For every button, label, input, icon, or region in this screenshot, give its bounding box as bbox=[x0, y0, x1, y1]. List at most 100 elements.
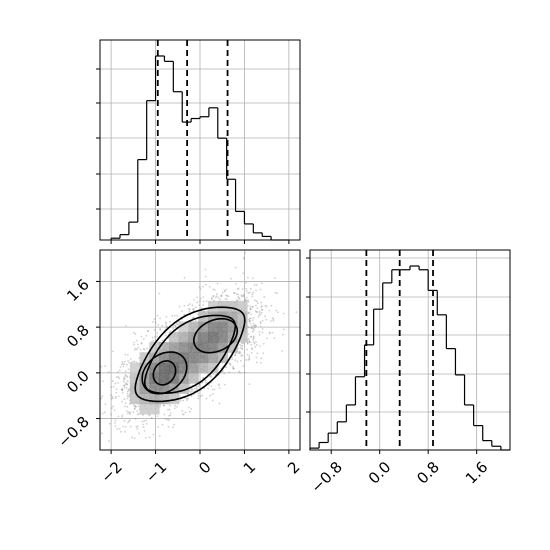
scatter-point bbox=[134, 347, 137, 350]
scatter-point bbox=[195, 387, 198, 390]
scatter-point bbox=[220, 294, 223, 297]
density-cell bbox=[178, 321, 189, 333]
scatter-point bbox=[247, 299, 249, 301]
scatter-point bbox=[225, 366, 227, 369]
scatter-point bbox=[124, 325, 127, 327]
scatter-point bbox=[191, 304, 194, 307]
density-cell bbox=[149, 342, 160, 353]
scatter-point bbox=[243, 293, 245, 296]
scatter-point bbox=[254, 310, 257, 312]
scatter-point bbox=[217, 383, 220, 386]
scatter-point bbox=[253, 324, 256, 327]
scatter-point bbox=[240, 295, 243, 298]
x-tick-label: 1 bbox=[240, 458, 259, 477]
scatter-point bbox=[136, 413, 139, 416]
scatter-point bbox=[172, 426, 174, 429]
scatter-point bbox=[251, 306, 254, 308]
scatter-point bbox=[268, 309, 271, 312]
scatter-point bbox=[272, 320, 275, 322]
scatter-point bbox=[142, 347, 145, 350]
scatter-point bbox=[119, 366, 122, 368]
scatter-point bbox=[196, 388, 199, 391]
scatter-point bbox=[172, 328, 175, 330]
scatter-point bbox=[252, 341, 255, 344]
scatter-point bbox=[259, 313, 262, 316]
scatter-point bbox=[156, 314, 159, 317]
scatter-point bbox=[202, 300, 205, 303]
scatter-point bbox=[210, 297, 213, 299]
scatter-point bbox=[216, 282, 219, 285]
scatter-point bbox=[126, 363, 128, 366]
scatter-point bbox=[123, 378, 125, 381]
scatter-point bbox=[255, 300, 258, 303]
scatter-point bbox=[251, 330, 254, 333]
scatter-point bbox=[111, 397, 114, 400]
scatter-point bbox=[184, 411, 187, 414]
scatter-point bbox=[133, 341, 135, 344]
scatter-point bbox=[121, 362, 124, 365]
scatter-point bbox=[163, 413, 166, 416]
scatter-point bbox=[112, 405, 114, 408]
scatter-point bbox=[214, 296, 217, 299]
scatter-point bbox=[255, 341, 257, 344]
scatter-point bbox=[90, 397, 92, 399]
scatter-point bbox=[100, 365, 103, 368]
scatter-point bbox=[137, 412, 140, 415]
scatter-point bbox=[188, 410, 191, 413]
scatter-point bbox=[133, 344, 135, 346]
scatter-point bbox=[255, 289, 257, 292]
scatter-point bbox=[265, 305, 268, 308]
scatter-point bbox=[240, 342, 243, 345]
scatter-point bbox=[260, 301, 263, 304]
scatter-point bbox=[126, 380, 129, 382]
scatter-point bbox=[225, 288, 228, 291]
scatter-point bbox=[252, 329, 255, 332]
scatter-point bbox=[135, 348, 138, 351]
scatter-point bbox=[124, 370, 127, 373]
scatter-point bbox=[161, 324, 164, 327]
scatter-point bbox=[259, 322, 262, 325]
scatter-point bbox=[247, 292, 250, 294]
scatter-point bbox=[208, 384, 210, 386]
scatter-point bbox=[186, 304, 189, 307]
scatter-point bbox=[152, 433, 155, 436]
scatter-point bbox=[127, 359, 130, 362]
scatter-point bbox=[239, 351, 242, 354]
scatter-point bbox=[169, 414, 171, 417]
density-cell bbox=[227, 311, 238, 322]
scatter-point bbox=[110, 394, 113, 397]
density-cell bbox=[237, 331, 248, 343]
density-cell bbox=[159, 383, 170, 394]
scatter-point bbox=[255, 325, 257, 328]
scatter-point bbox=[121, 388, 124, 391]
scatter-point bbox=[168, 419, 171, 421]
density-cell bbox=[217, 300, 229, 312]
scatter-point bbox=[254, 299, 256, 302]
x-tick-label: −2 bbox=[97, 458, 125, 486]
scatter-point bbox=[126, 395, 129, 397]
scatter-point bbox=[188, 307, 190, 310]
scatter-point bbox=[229, 362, 231, 365]
scatter-point bbox=[250, 351, 253, 354]
scatter-point bbox=[185, 397, 188, 400]
scatter-point bbox=[255, 284, 258, 286]
scatter-point bbox=[124, 375, 126, 378]
scatter-point bbox=[211, 399, 214, 402]
scatter-point bbox=[248, 341, 251, 343]
scatter-point bbox=[244, 299, 246, 302]
scatter-point bbox=[159, 317, 161, 320]
scatter-point bbox=[179, 394, 181, 397]
scatter-point bbox=[114, 419, 117, 422]
x-tick-label: 0.8 bbox=[413, 458, 443, 488]
density-cell bbox=[139, 352, 150, 364]
scatter-point bbox=[104, 403, 107, 406]
scatter-point bbox=[268, 331, 271, 334]
scatter-point bbox=[215, 293, 218, 295]
scatter-point bbox=[157, 425, 160, 428]
density-cell bbox=[159, 362, 170, 374]
density-cell bbox=[198, 352, 209, 364]
scatter-point bbox=[248, 311, 251, 314]
scatter-point bbox=[129, 411, 132, 414]
scatter-point bbox=[221, 291, 224, 294]
density-cell bbox=[159, 342, 170, 353]
